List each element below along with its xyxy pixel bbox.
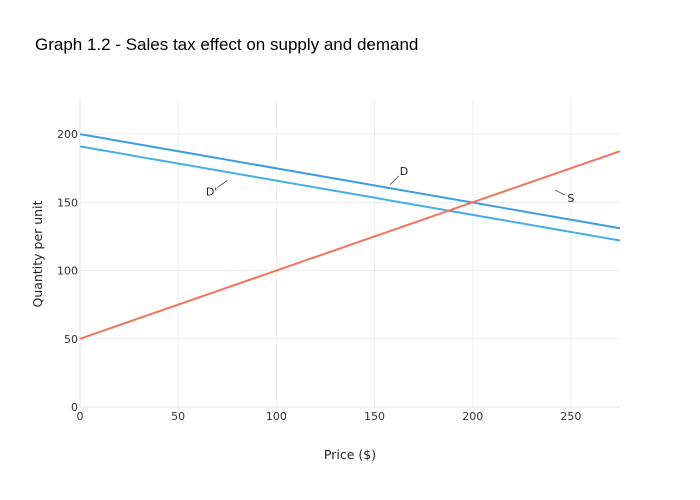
chart-title: Graph 1.2 - Sales tax effect on supply a… xyxy=(35,35,418,54)
y-tick-label-2: 100 xyxy=(57,265,78,278)
x-tick-label-5: 250 xyxy=(560,410,581,423)
x-tick-label-0: 0 xyxy=(77,410,84,423)
y-tick-label-4: 200 xyxy=(57,128,78,141)
y-tick-label-1: 50 xyxy=(64,333,78,346)
series-line-0 xyxy=(79,133,621,230)
grid xyxy=(80,100,620,407)
series-line-2 xyxy=(79,150,621,340)
y-axis-title: Quantity per unit xyxy=(30,200,45,307)
annotation-label-2: S xyxy=(567,192,574,205)
series-line-1 xyxy=(79,145,621,242)
annotation-label-0: D xyxy=(400,165,408,178)
x-tick-label-1: 50 xyxy=(171,410,185,423)
y-tick-label-3: 150 xyxy=(57,196,78,209)
annotations: D D' S xyxy=(206,165,575,205)
annotation-pointer-1 xyxy=(217,180,228,188)
x-tick-label-4: 200 xyxy=(462,410,483,423)
y-tick-label-0: 0 xyxy=(71,401,78,414)
annotation-label-1: D' xyxy=(206,185,218,198)
annotation-pointer-0 xyxy=(389,175,400,185)
plot-area xyxy=(79,133,621,340)
annotation-pointer-2 xyxy=(555,189,565,196)
x-tick-label-3: 150 xyxy=(364,410,385,423)
axes: 0 50 100 150 200 250 0 50 100 150 200 xyxy=(57,100,620,423)
x-tick-label-2: 100 xyxy=(266,410,287,423)
x-axis-title: Price ($) xyxy=(324,447,376,462)
